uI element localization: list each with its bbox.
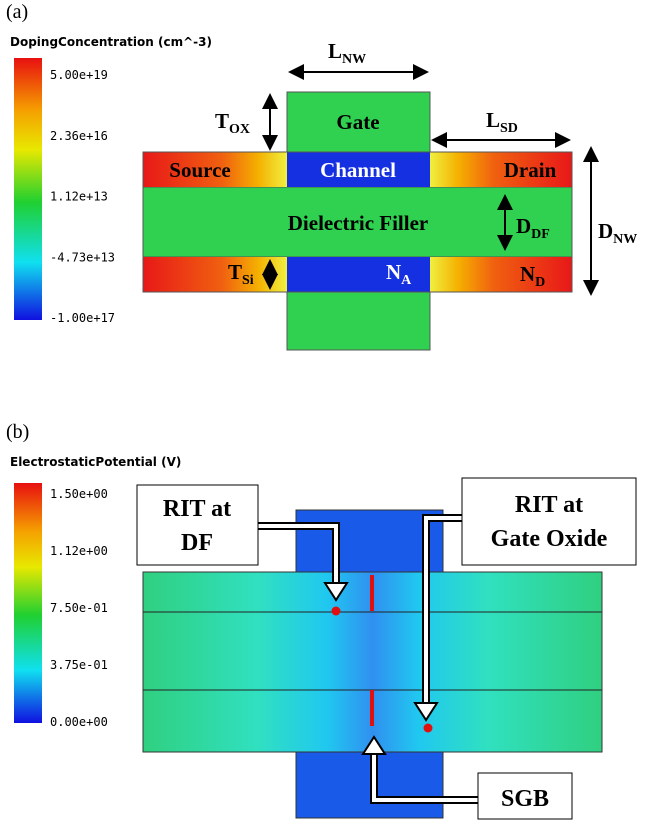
colorbar-label: 5.00e+19 — [50, 68, 108, 82]
symbol: N — [386, 260, 401, 284]
colorbar-label: 7.50e-01 — [50, 601, 108, 615]
panel-label: (b) — [6, 421, 29, 443]
dimension-label: TOX — [215, 109, 250, 137]
subscript: SD — [500, 121, 518, 136]
subscript: NW — [342, 52, 366, 67]
symbol: L — [486, 108, 500, 132]
subscript: Si — [242, 273, 254, 288]
bottom-source — [143, 257, 287, 292]
callout-text: RIT at — [515, 492, 583, 518]
symbol: N — [520, 262, 535, 286]
callout-text: DF — [181, 530, 213, 556]
colorbar — [14, 483, 42, 723]
colorbar-label: 0.00e+00 — [50, 715, 108, 729]
label: Gate — [336, 110, 379, 134]
colorbar-label: 1.12e+00 — [50, 544, 108, 558]
subscript: A — [401, 273, 412, 288]
figure: (a) DopingConcentration (cm^-3) 5.00e+19… — [0, 0, 648, 823]
colorbar-title: DopingConcentration (cm^-3) — [10, 35, 212, 49]
bottom-drain — [430, 257, 572, 292]
label: Source — [169, 158, 230, 182]
colorbar-label: 1.12e+13 — [50, 190, 108, 204]
colorbar — [14, 58, 42, 320]
dimension-label: LSD — [486, 108, 518, 136]
colorbar-label: -4.73e+13 — [50, 250, 115, 264]
sgb-bar — [370, 575, 374, 611]
dimension-label: LNW — [328, 39, 366, 67]
subscript: D — [535, 275, 545, 290]
panel-label: (a) — [6, 1, 28, 23]
dimension-label: DNW — [598, 219, 637, 247]
rit — [332, 607, 341, 616]
symbol: T — [215, 109, 229, 133]
label: Dielectric Filler — [288, 211, 429, 235]
colorbar-label: 1.50e+00 — [50, 487, 108, 501]
colorbar-label: 2.36e+16 — [50, 129, 108, 143]
symbol: D — [598, 219, 613, 243]
symbol: D — [516, 214, 531, 238]
label: Drain — [504, 158, 557, 182]
rit — [424, 724, 433, 733]
label: Channel — [320, 158, 396, 182]
sgb-bar — [370, 690, 374, 726]
subscript: OX — [229, 122, 250, 137]
colorbar-label: 3.75e-01 — [50, 658, 108, 672]
panel-b: (b) ElectrostaticPotential (V) 1.50e+00 1… — [6, 421, 636, 819]
symbol: T — [228, 260, 242, 284]
callout-text: RIT at — [163, 496, 231, 522]
colorbar-title: ElectrostaticPotential (V) — [10, 455, 181, 469]
callout-text: Gate Oxide — [491, 526, 608, 552]
subscript: DF — [531, 227, 550, 242]
panel-a: (a) DopingConcentration (cm^-3) 5.00e+19… — [6, 1, 637, 350]
callout-text: SGB — [501, 786, 549, 812]
subscript: NW — [613, 232, 637, 247]
colorbar-label: -1.00e+17 — [50, 311, 115, 325]
bottom-gate — [287, 292, 430, 350]
symbol: L — [328, 39, 342, 63]
